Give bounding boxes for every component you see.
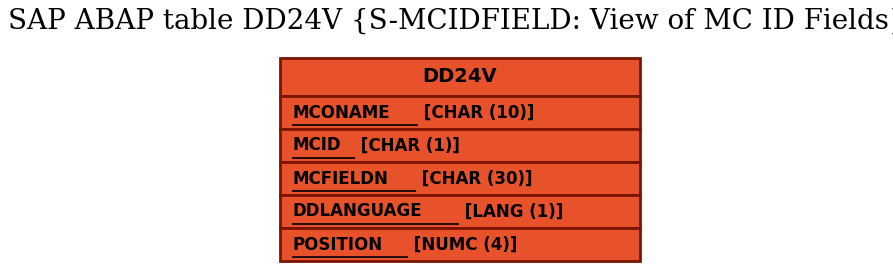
- Text: [CHAR (30)]: [CHAR (30)]: [416, 170, 532, 188]
- Text: MCONAME: MCONAME: [292, 104, 389, 121]
- Text: [LANG (1)]: [LANG (1)]: [459, 202, 563, 220]
- Text: MCFIELDN: MCFIELDN: [292, 170, 388, 188]
- Text: SAP ABAP table DD24V {S-MCIDFIELD: View of MC ID Fields}: SAP ABAP table DD24V {S-MCIDFIELD: View …: [8, 8, 893, 35]
- Bar: [280, 228, 640, 261]
- Bar: [280, 195, 640, 228]
- Bar: [280, 129, 640, 162]
- Bar: [280, 162, 640, 195]
- Text: [CHAR (1)]: [CHAR (1)]: [355, 136, 460, 154]
- Bar: [280, 96, 640, 129]
- Text: [CHAR (10)]: [CHAR (10)]: [418, 104, 534, 121]
- Text: MCID: MCID: [292, 136, 340, 154]
- Text: DDLANGUAGE: DDLANGUAGE: [292, 202, 421, 220]
- Text: POSITION: POSITION: [292, 236, 382, 254]
- Text: [NUMC (4)]: [NUMC (4)]: [408, 236, 518, 254]
- Text: DD24V: DD24V: [422, 68, 497, 86]
- Bar: [280, 58, 640, 96]
